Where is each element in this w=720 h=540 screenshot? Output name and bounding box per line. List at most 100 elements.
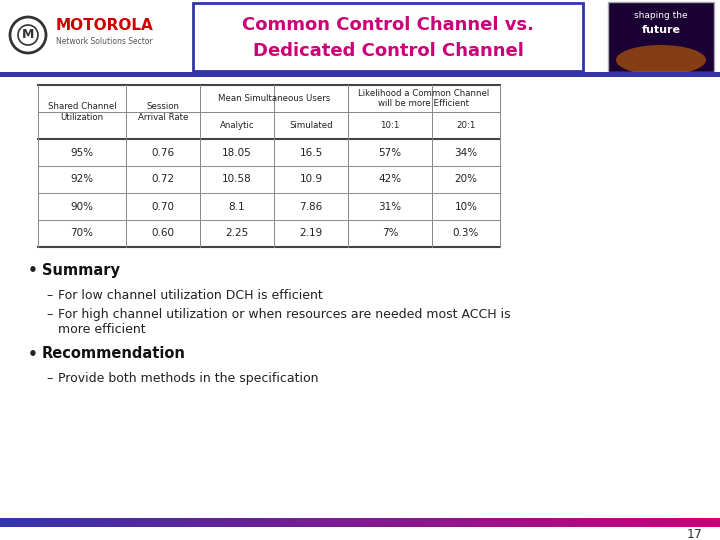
Bar [608, 2, 714, 72]
Bar [102, 518, 109, 527]
Text: –: – [46, 372, 53, 385]
Bar [120, 518, 127, 527]
Bar [552, 518, 559, 527]
Bar [342, 518, 348, 527]
Bar [696, 518, 703, 527]
Bar [210, 518, 217, 527]
Bar [144, 518, 150, 527]
Bar [258, 518, 264, 527]
Bar [546, 518, 552, 527]
Text: MOTOROLA: MOTOROLA [56, 18, 154, 33]
Bar [684, 518, 690, 527]
Bar [462, 518, 469, 527]
Bar [288, 518, 294, 527]
Bar [672, 518, 678, 527]
Text: 34%: 34% [454, 147, 477, 158]
Bar [324, 518, 330, 527]
Bar [450, 518, 456, 527]
Text: shaping the: shaping the [634, 11, 688, 21]
Text: Shared Channel
Utilization: Shared Channel Utilization [48, 102, 117, 122]
Text: 90%: 90% [71, 201, 94, 212]
Text: 0.72: 0.72 [151, 174, 174, 185]
Bar [54, 518, 60, 527]
Bar [330, 518, 336, 527]
Text: Network Solutions Sector: Network Solutions Sector [56, 37, 153, 46]
Text: 42%: 42% [379, 174, 402, 185]
Bar [414, 518, 420, 527]
Bar [282, 518, 289, 527]
Text: Recommendation: Recommendation [42, 347, 186, 361]
Bar [306, 518, 312, 527]
Text: For low channel utilization DCH is efficient: For low channel utilization DCH is effic… [58, 289, 323, 302]
Bar [0, 72, 720, 77]
Bar [366, 518, 372, 527]
Text: –: – [46, 289, 53, 302]
Bar [372, 518, 379, 527]
Text: 0.76: 0.76 [151, 147, 174, 158]
Bar [72, 518, 78, 527]
Bar [354, 518, 361, 527]
Bar [522, 518, 528, 527]
Bar [42, 518, 48, 527]
Text: Summary: Summary [42, 264, 120, 279]
Bar [474, 518, 480, 527]
Text: Mean Simultaneous Users: Mean Simultaneous Users [218, 94, 330, 103]
Bar [246, 518, 253, 527]
Bar [234, 518, 240, 527]
Bar [528, 518, 534, 527]
Bar [690, 518, 696, 527]
Text: 0.70: 0.70 [151, 201, 174, 212]
Text: 18.05: 18.05 [222, 147, 252, 158]
Bar [606, 518, 613, 527]
Bar [300, 518, 307, 527]
Text: 0.3%: 0.3% [453, 228, 480, 239]
Bar [204, 518, 210, 527]
Bar [162, 518, 168, 527]
Bar [534, 518, 541, 527]
Bar [708, 518, 714, 527]
Text: Simulated: Simulated [289, 121, 333, 130]
Bar [660, 518, 667, 527]
Bar [228, 518, 235, 527]
Bar [630, 518, 636, 527]
Bar [222, 518, 228, 527]
FancyBboxPatch shape [193, 3, 583, 71]
Text: 16.5: 16.5 [300, 147, 323, 158]
Bar [420, 518, 426, 527]
Bar [402, 518, 408, 527]
Bar [78, 518, 84, 527]
Ellipse shape [616, 45, 706, 75]
Bar [390, 518, 397, 527]
Text: Likelihood a Common Channel
will be more Efficient: Likelihood a Common Channel will be more… [359, 89, 490, 108]
Text: Analytic: Analytic [220, 121, 254, 130]
Text: 10.9: 10.9 [300, 174, 323, 185]
Text: 92%: 92% [71, 174, 94, 185]
Bar [480, 518, 487, 527]
Bar [276, 518, 282, 527]
Text: –: – [46, 308, 53, 321]
Text: 20%: 20% [454, 174, 477, 185]
Text: future: future [642, 25, 680, 35]
Bar [270, 518, 276, 527]
Bar [12, 518, 19, 527]
Bar [570, 518, 577, 527]
Text: 17: 17 [687, 528, 703, 540]
Text: 7%: 7% [382, 228, 398, 239]
Text: •: • [28, 347, 38, 361]
Bar [186, 518, 192, 527]
Text: 10:1: 10:1 [380, 121, 400, 130]
Bar [654, 518, 660, 527]
Bar [408, 518, 415, 527]
Bar [90, 518, 96, 527]
Bar [558, 518, 564, 527]
Text: Session
Arrival Rate: Session Arrival Rate [138, 102, 188, 122]
Text: 7.86: 7.86 [300, 201, 323, 212]
Bar [252, 518, 258, 527]
Bar [348, 518, 354, 527]
Text: Dedicated Control Channel: Dedicated Control Channel [253, 42, 523, 60]
Bar [636, 518, 642, 527]
Bar [564, 518, 570, 527]
Bar [588, 518, 595, 527]
Bar [138, 518, 145, 527]
Bar [114, 518, 120, 527]
